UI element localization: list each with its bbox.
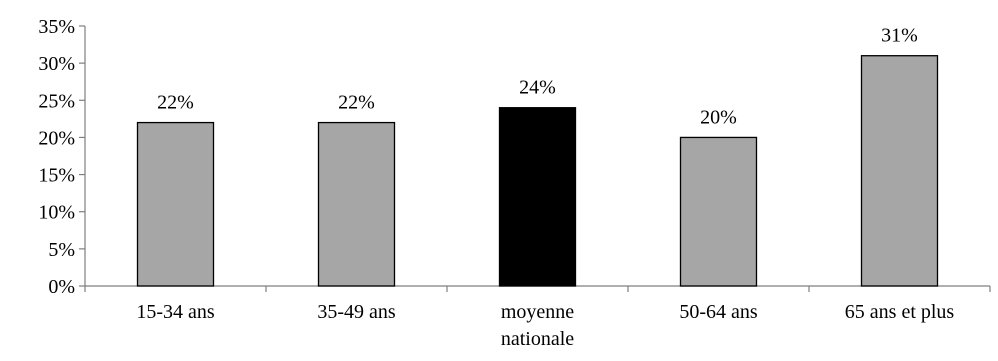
x-tick-label: 50-64 ans [679,301,758,323]
x-tick-label: 35-49 ans [317,301,396,323]
bar [679,136,758,287]
bar [136,121,215,287]
y-tick-label: 20% [38,127,75,149]
data-label: 24% [519,77,556,99]
bar [498,107,577,287]
bars [136,55,939,287]
data-labels: 22% 22% 24% 20% 31% [157,25,918,129]
x-axis-labels: 15-34 ans 35-49 ans moyenne nationale 50-64 … [136,301,954,350]
y-tick-label: 10% [38,202,75,224]
y-tick-label: 0% [48,276,75,298]
x-tick-label: 65 ans et plus [845,301,955,323]
y-tick-label: 30% [38,53,75,75]
data-label: 31% [881,25,918,47]
x-axis-ticks [84,286,991,292]
bar [860,55,939,287]
data-label: 20% [700,106,737,128]
x-tick-label: moyenne nationale [501,301,574,350]
y-tick-label: 25% [38,90,75,112]
y-tick-label: 5% [48,239,75,261]
bar [317,121,396,287]
y-tick-label: 15% [38,165,75,187]
y-tick-label: 35% [38,16,75,38]
data-label: 22% [338,92,375,114]
x-tick-label: 15-34 ans [136,301,215,323]
y-axis-ticks: 0% 5% 10% 15% 20% 25% 30% 35% [38,16,85,298]
data-label: 22% [157,92,194,114]
